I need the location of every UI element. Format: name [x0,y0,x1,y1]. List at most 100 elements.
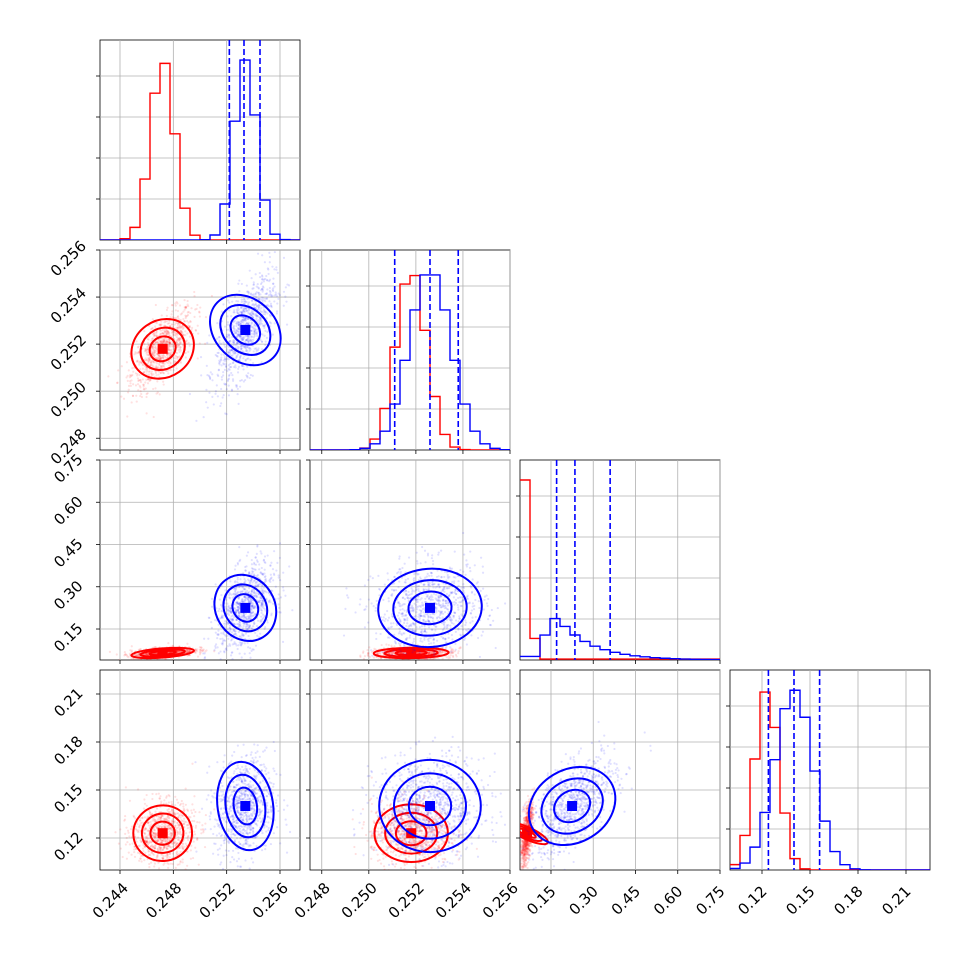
scatter-point [445,602,448,605]
scatter-point [245,617,248,621]
scatter-point [263,261,267,264]
scatter-point [107,375,110,378]
scatter-point [443,651,446,654]
scatter-point [243,335,246,339]
scatter-point [244,595,247,598]
scatter-point [240,310,244,314]
scatter-point [174,304,177,307]
scatter-point [163,338,166,341]
scatter-point [235,385,238,388]
scatter-point [259,620,262,623]
scatter-point [254,303,257,306]
scatter-point [442,598,445,601]
scatter-point [242,614,245,618]
scatter-point [246,597,249,600]
scatter-point [168,344,171,348]
scatter-point [437,551,440,554]
scatter-point [240,347,243,350]
scatter-point [261,324,265,328]
scatter-point [179,337,182,340]
scatter-point [236,393,239,396]
scatter-point [233,327,236,330]
scatter-point [248,308,251,311]
scatter-point [238,641,241,644]
scatter-point [232,327,235,330]
scatter-point [153,355,156,358]
scatter-point [443,587,446,591]
scatter-point [406,594,409,597]
scatter-point [252,610,255,614]
scatter-point [261,287,264,291]
scatter-point [252,350,255,353]
scatter-point [253,594,257,597]
scatter-point [226,369,229,373]
scatter-point [259,571,262,574]
scatter-point [236,600,239,603]
scatter-point [408,624,411,627]
scatter-point [226,608,230,611]
scatter-point [194,328,197,332]
scatter-point [238,289,241,293]
scatter-point [210,605,214,608]
scatter-point [459,634,463,637]
scatter-point [246,625,249,628]
scatter-point [175,317,178,320]
scatter-point [228,609,232,612]
scatter-point [277,597,280,600]
scatter-point [174,357,177,360]
scatter-point [158,354,161,357]
scatter-point [138,361,141,364]
scatter-point [448,575,451,579]
scatter-point [420,630,423,634]
scatter-point [485,594,488,597]
scatter-point [245,616,248,619]
scatter-point [211,379,214,382]
scatter-point [387,628,390,631]
scatter-point [234,664,236,666]
scatter-point [254,314,257,317]
scatter-point [199,646,203,649]
scatter-point [275,295,279,298]
scatter-point [229,607,232,610]
scatter-point [178,342,181,345]
scatter-point [282,304,285,307]
scatter-point [164,340,167,344]
scatter-point [166,319,169,323]
scatter-point [241,339,245,342]
scatter-point [165,333,168,336]
scatter-point [454,653,458,656]
scatter-point [228,596,231,599]
scatter-point [444,638,447,641]
scatter-point [268,278,272,281]
scatter-point [269,322,273,325]
scatter-point [259,632,262,635]
scatter-point [222,303,225,306]
scatter-point [242,634,245,638]
scatter-point [147,360,150,363]
scatter-point [178,650,181,653]
y-tick-label: 0.60 [50,493,86,529]
scatter-point [238,635,241,638]
scatter-point [457,580,460,583]
scatter-point [447,594,450,597]
scatter-point [182,334,185,337]
scatter-point [263,313,267,316]
scatter-point [219,658,222,660]
scatter-point [254,580,257,584]
scatter-point [386,609,389,613]
scatter-point [184,315,188,318]
panel-content [107,250,291,422]
scatter-point [388,652,391,655]
scatter-point [252,336,255,339]
scatter-point [162,339,165,342]
scatter-point [261,584,264,587]
scatter-point [439,611,442,614]
scatter-point [116,381,119,385]
scatter-point [258,276,262,279]
scatter-point [240,598,244,601]
scatter-point [435,611,438,614]
scatter-point [273,268,276,271]
scatter-point [245,622,248,625]
scatter-point [162,354,165,357]
scatter-point [239,322,242,326]
